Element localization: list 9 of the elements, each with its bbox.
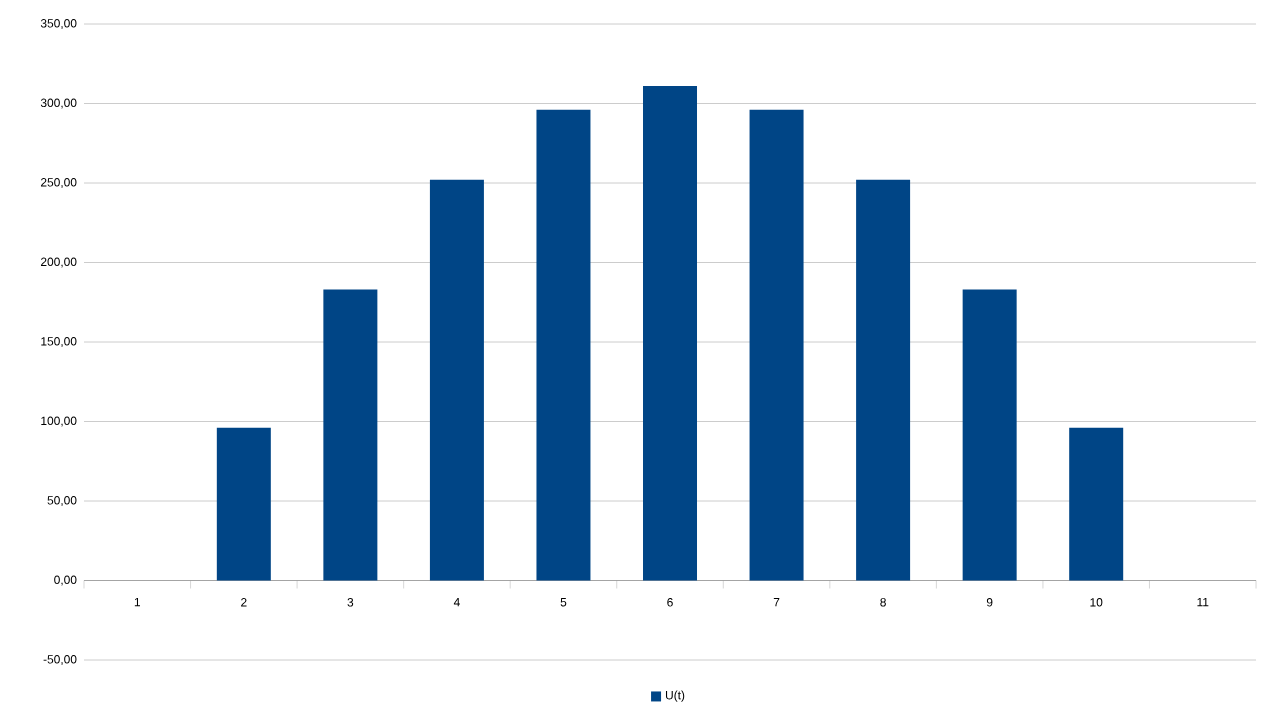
bar <box>323 289 378 581</box>
bar <box>643 86 698 581</box>
bar <box>216 427 271 581</box>
bar <box>1069 427 1124 581</box>
bar <box>536 109 591 581</box>
bar <box>429 179 484 581</box>
bar <box>749 109 804 581</box>
bar <box>856 179 911 581</box>
bar <box>962 289 1017 581</box>
